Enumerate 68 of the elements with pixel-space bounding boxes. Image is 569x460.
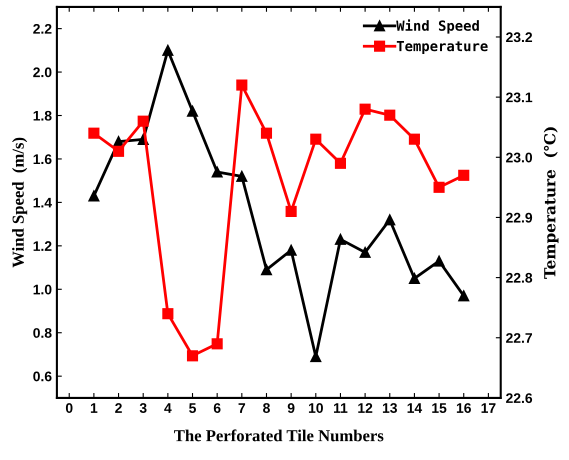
point <box>384 110 396 121</box>
point <box>88 190 100 202</box>
y-tick-label: 1.0 <box>34 284 52 294</box>
x-tick-label: 7 <box>238 403 246 413</box>
y-tick-label: 2.2 <box>33 24 52 34</box>
y-tick-label: 1.2 <box>34 241 52 251</box>
point <box>162 308 174 320</box>
x-tick-label: 4 <box>164 403 172 413</box>
y2-tick-label: 23.1 <box>506 92 532 102</box>
legend-label: Wind Speed <box>396 19 479 34</box>
y2-tick-label: 22.6 <box>506 393 532 404</box>
x-tick-label: 11 <box>334 403 348 413</box>
point <box>186 106 198 117</box>
y2-tick-label: 22.7 <box>506 333 532 343</box>
point <box>458 170 470 181</box>
x-tick-label: 16 <box>456 403 471 413</box>
x-tick-label: 2 <box>115 403 122 413</box>
point <box>434 255 445 267</box>
point <box>408 272 420 284</box>
x-tick-label: 6 <box>214 403 221 413</box>
y2-tick-label: 23.2 <box>506 32 532 42</box>
point <box>138 116 149 127</box>
point <box>286 244 297 256</box>
point <box>360 104 371 115</box>
point <box>310 134 322 145</box>
point <box>360 246 371 258</box>
x-tick-label: 13 <box>382 403 397 413</box>
y2-tick-label: 23.0 <box>506 152 532 162</box>
y2-tick-label: 22.8 <box>506 272 532 283</box>
y2-axis-title: Temperature (℃) <box>544 127 559 279</box>
point <box>260 128 272 139</box>
x-tick-label: 5 <box>189 403 196 413</box>
x-axis-title: The Perforated Tile Numbers <box>174 429 384 442</box>
point <box>88 128 100 139</box>
point <box>434 182 445 193</box>
y-axis-title: Wind Speed (m/s) <box>12 138 28 268</box>
y2-tick-label: 22.9 <box>506 212 532 223</box>
point <box>112 146 124 157</box>
point <box>260 264 272 276</box>
point <box>408 134 420 145</box>
point <box>162 44 174 56</box>
x-tick-label: 8 <box>263 403 270 413</box>
point <box>212 338 223 350</box>
x-tick-label: 14 <box>408 403 422 413</box>
y-tick-label: 1.6 <box>34 154 52 164</box>
x-tick-label: 15 <box>432 403 446 413</box>
point <box>334 234 346 245</box>
y-tick-label: 0.8 <box>33 328 52 338</box>
y-tick-label: 1.8 <box>34 110 52 121</box>
point <box>236 170 248 182</box>
y-tick-label: 2.0 <box>33 67 52 78</box>
point <box>186 350 198 362</box>
x-tick-label: 17 <box>482 403 496 413</box>
point <box>286 206 297 217</box>
legend-label: Temperature <box>396 40 488 54</box>
y-tick-label: 0.6 <box>33 372 52 382</box>
y-tick-label: 1.4 <box>34 198 52 208</box>
point <box>236 80 248 91</box>
x-tick-label: 10 <box>308 403 323 413</box>
x-tick-label: 12 <box>358 403 372 413</box>
x-tick-label: 3 <box>140 403 147 413</box>
point <box>212 166 223 178</box>
point <box>334 158 346 169</box>
point <box>458 290 470 302</box>
point <box>384 214 396 226</box>
x-tick-label: 9 <box>288 403 294 413</box>
x-tick-label: 0 <box>66 403 73 413</box>
x-tick-label: 1 <box>90 403 98 413</box>
